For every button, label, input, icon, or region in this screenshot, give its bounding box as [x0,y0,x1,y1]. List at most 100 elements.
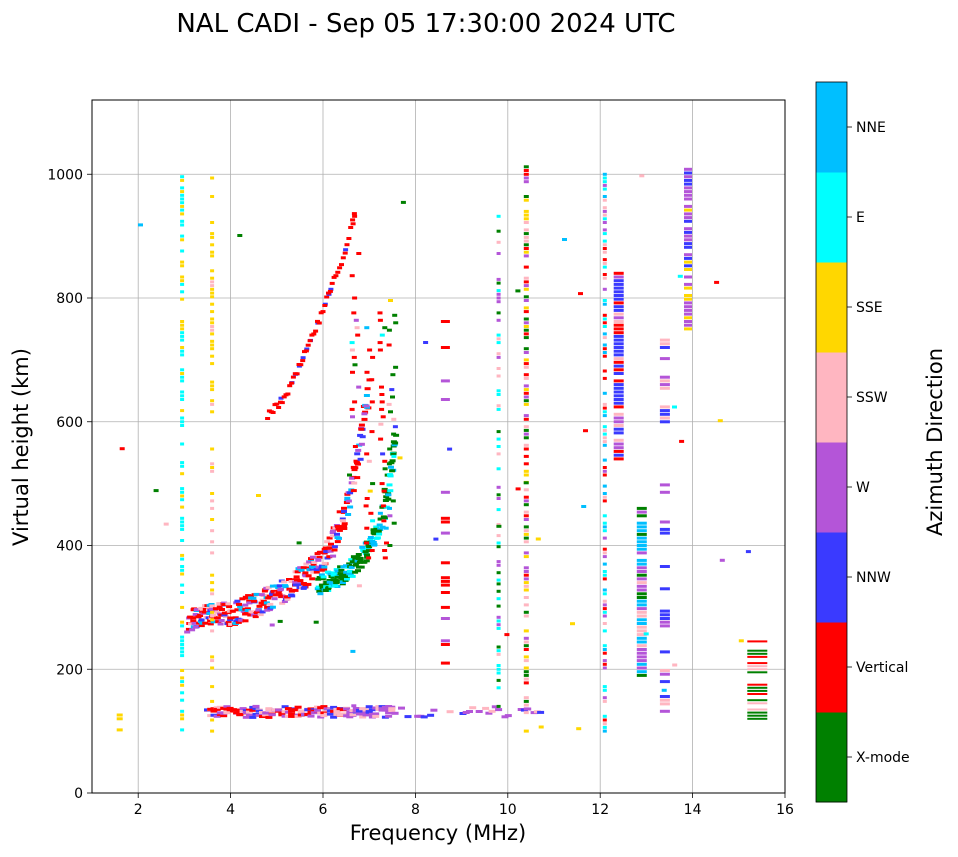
echo-mark [659,375,670,379]
echo-mark [613,424,624,427]
echo-mark [180,683,185,687]
echo-mark [523,659,529,663]
echo-mark [613,442,624,446]
data-marks [116,165,768,733]
echo-mark [379,333,385,337]
echo-mark [523,336,529,340]
echo-mark [602,287,607,291]
echo-mark [717,419,723,423]
echo-mark [180,620,185,624]
echo-mark [210,269,215,273]
echo-mark [659,650,670,654]
echo-mark [496,393,501,396]
echo-mark [440,320,450,323]
echo-mark [636,581,647,585]
echo-mark [636,666,647,670]
echo-mark [602,299,607,302]
echo-mark [366,549,372,553]
echo-mark [447,447,453,451]
echo-mark [210,235,215,239]
echo-mark [636,584,647,588]
echo-mark [381,487,388,491]
echo-mark [363,541,369,545]
echo-mark [747,714,768,717]
echo-mark [378,437,384,441]
echo-mark [267,602,274,606]
echo-mark [275,586,282,589]
echo-mark [313,329,319,333]
echo-mark [210,581,215,585]
echo-mark [602,570,607,573]
echo-mark [602,458,607,462]
echo-mark [523,573,529,577]
echo-mark [398,706,405,710]
echo-mark [747,683,768,686]
echo-mark [523,610,529,614]
echo-mark [581,505,587,508]
echo-mark [496,437,501,441]
echo-mark [562,238,567,241]
echo-mark [316,555,323,559]
echo-mark [602,466,607,469]
echo-mark [613,282,624,286]
echo-mark [659,527,670,531]
echo-mark [602,406,607,410]
echo-mark [214,610,221,614]
echo-mark [227,616,234,620]
echo-mark [523,425,529,429]
echo-mark [684,242,692,246]
echo-mark [379,407,385,411]
echo-mark [210,655,215,659]
echo-mark [613,368,624,372]
echo-mark [331,545,338,549]
echo-mark [257,613,264,617]
echo-mark [423,341,429,344]
echo-mark [602,180,607,184]
echo-mark [265,596,272,600]
echo-mark [496,229,501,233]
echo-mark [496,508,501,512]
echo-mark [613,301,624,305]
echo-mark [523,239,529,243]
colorbar-label-nnw: NNW [856,570,891,586]
echo-mark [303,562,310,566]
echo-mark [659,520,670,524]
echo-mark [210,551,215,555]
y-tick-label: 0 [74,786,83,802]
echo-mark [636,651,647,655]
echo-mark [288,580,295,583]
echo-mark [602,514,607,518]
echo-mark [602,172,607,176]
echo-mark [366,459,372,463]
echo-mark [373,525,380,529]
echo-mark [523,677,529,681]
echo-mark [636,636,647,640]
echo-mark [180,698,185,702]
echo-mark [180,264,185,268]
echo-mark [393,365,399,369]
echo-mark [515,289,521,293]
echo-mark [198,618,205,622]
echo-mark [351,704,357,708]
echo-mark [349,560,356,564]
echo-mark [210,729,215,733]
echo-mark [372,712,380,716]
echo-mark [747,689,768,692]
echo-mark [496,389,501,393]
echo-mark [382,459,388,463]
colorbar-label-vertical: Vertical [856,660,908,676]
echo-mark [523,376,529,380]
echo-mark [180,635,185,639]
echo-mark [659,531,670,535]
echo-mark [323,580,330,584]
echo-mark [613,323,624,327]
echo-mark [386,402,392,406]
echo-mark [221,603,228,606]
echo-mark [350,649,356,653]
echo-mark [330,715,338,719]
echo-mark [496,545,501,549]
echo-mark [346,710,354,714]
echo-mark [334,575,341,579]
echo-mark [345,513,352,516]
